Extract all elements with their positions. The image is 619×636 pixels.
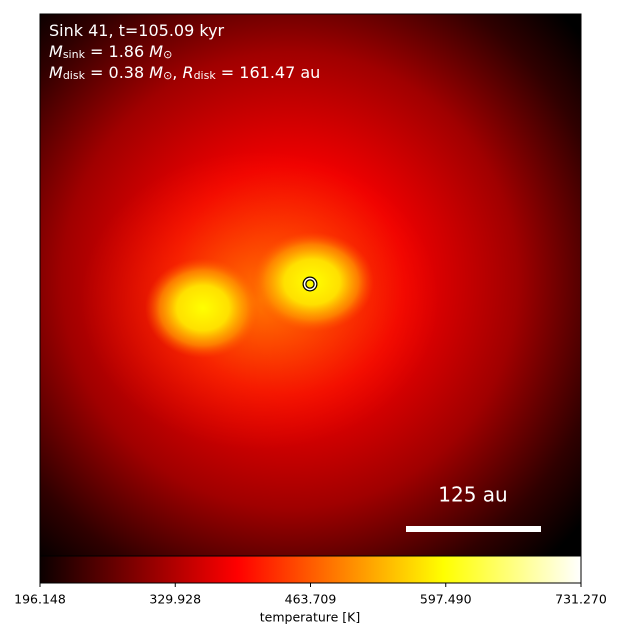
colorbar [39, 555, 582, 584]
scale-bar-label: 125 au [438, 483, 507, 507]
colorbar-label: temperature [K] [260, 610, 361, 625]
annotation-part: R [182, 63, 193, 82]
annotation-part: M [149, 42, 163, 61]
colorbar-tick-label: 196.148 [14, 592, 66, 607]
hot-region [145, 258, 261, 358]
annotation-subscript: disk [63, 69, 86, 82]
annotation-part: , [172, 63, 182, 82]
annotation-part: M [149, 63, 163, 82]
colorbar-tick-label: 463.709 [285, 592, 337, 607]
annotation-subscript: ⊙ [163, 69, 172, 82]
annotation-part: Sink 41, t=105.09 kyr [49, 21, 225, 40]
annotation: Msink = 1.86 M⊙ [49, 42, 172, 62]
map [40, 14, 581, 556]
hot-region [250, 232, 374, 332]
annotation-subscript: ⊙ [163, 48, 172, 61]
annotation: Sink 41, t=105.09 kyr [49, 21, 225, 40]
annotation-subscript: disk [194, 69, 217, 82]
colorbar-tick-label: 731.270 [555, 592, 607, 607]
annotation-part: = 0.38 [85, 63, 149, 82]
annotation-subscript: sink [63, 48, 86, 61]
annotation-part: = 1.86 [85, 42, 149, 61]
annotation-part: M [49, 63, 63, 82]
annotation-part: M [49, 42, 63, 61]
sink-marker [303, 277, 317, 291]
colorbar-tick-label: 597.490 [420, 592, 472, 607]
annotation: Mdisk = 0.38 M⊙, Rdisk = 161.47 au [49, 63, 320, 83]
annotation-part: = 161.47 au [216, 63, 321, 82]
colorbar-tick-label: 329.928 [149, 592, 201, 607]
